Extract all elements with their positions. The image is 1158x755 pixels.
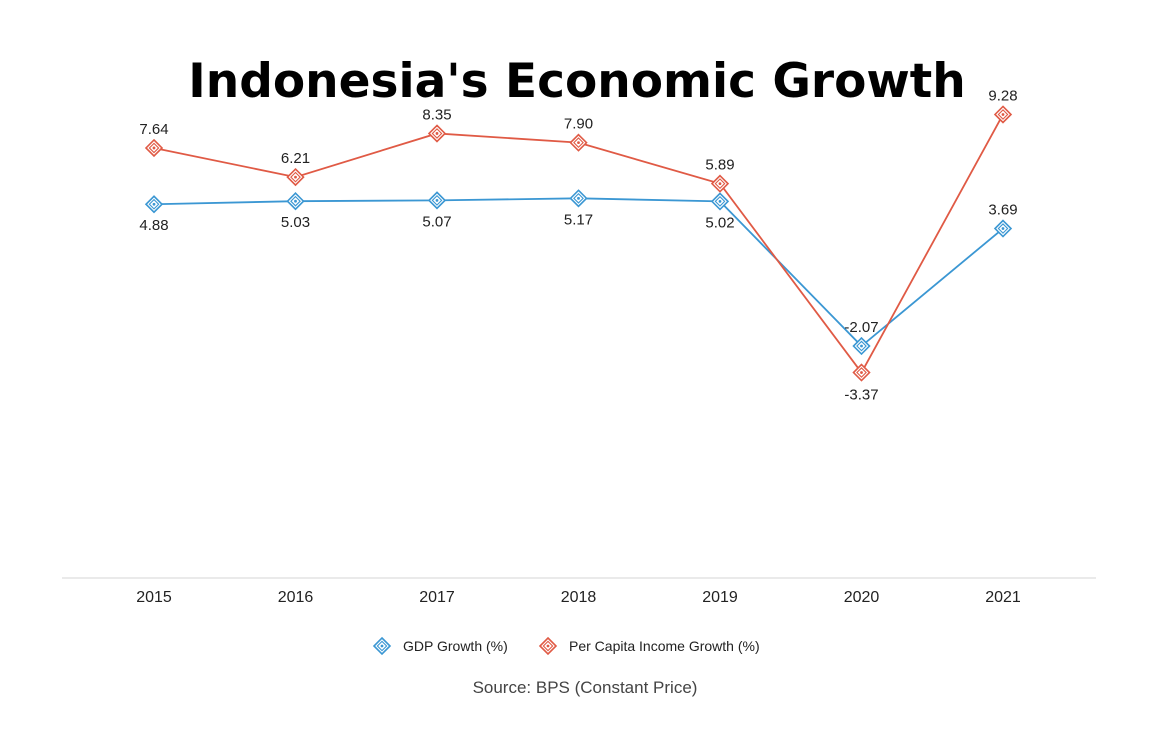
x-axis-tick-labels: 2015 2016 2017 2018 2019 2020 2021 [136, 589, 1021, 606]
data-point-gdp-2021 [993, 219, 1013, 238]
data-label-gdp-2020: -2.07 [844, 319, 878, 336]
data-label-gdp-2019: 5.02 [705, 214, 734, 231]
data-label-gdp-2016: 5.03 [281, 214, 310, 231]
data-label-gdp-2015: 4.88 [139, 217, 168, 234]
x-tick-label-2020: 2020 [844, 589, 880, 606]
x-tick-label-2015: 2015 [136, 589, 172, 606]
source-note: Source: BPS (Constant Price) [473, 678, 698, 697]
legend-label: GDP Growth (%) [403, 638, 508, 654]
data-point-income-2019 [710, 174, 730, 193]
data-point-income-2020 [852, 363, 871, 382]
data-label-gdp-2017: 5.07 [422, 213, 451, 230]
data-point-income-2015 [144, 138, 164, 158]
data-labels: 4.88 5.03 5.07 5.17 5.02 -2.07 3.69 7.64 6.21 8.3… [139, 87, 1017, 403]
x-tick-label-2018: 2018 [561, 589, 597, 606]
plot-area: 2015 2016 2017 2018 2019 2020 2021 4.88 5.03 5.0… [62, 87, 1096, 606]
data-point-gdp-2019 [710, 192, 730, 211]
legend-item-gdp-growth[interactable]: GDP Growth (%) [372, 636, 508, 656]
legend: GDP Growth (%) Per Capita Income Growth (… [372, 636, 760, 656]
data-label-gdp-2018: 5.17 [564, 211, 593, 228]
chart-title: Indonesia's Economic Growth [188, 54, 965, 109]
legend-diamond-icon [372, 636, 392, 656]
x-tick-label-2021: 2021 [985, 589, 1021, 606]
data-point-gdp-2015 [144, 195, 164, 214]
data-label-income-2020: -3.37 [844, 387, 878, 404]
data-label-income-2021: 9.28 [988, 87, 1017, 104]
data-point-gdp-2018 [569, 189, 588, 208]
data-point-income-2017 [427, 124, 447, 143]
x-tick-label-2019: 2019 [702, 589, 738, 606]
legend-label: Per Capita Income Growth (%) [569, 638, 760, 654]
legend-diamond-icon [538, 636, 558, 656]
data-label-gdp-2021: 3.69 [988, 202, 1017, 219]
x-tick-label-2016: 2016 [278, 589, 314, 606]
data-label-income-2017: 8.35 [422, 106, 451, 123]
data-point-income-2021 [993, 105, 1013, 124]
data-point-gdp-2016 [286, 192, 305, 211]
data-label-income-2016: 6.21 [281, 150, 310, 167]
data-point-gdp-2017 [427, 191, 447, 210]
data-label-income-2015: 7.64 [139, 121, 168, 138]
data-point-income-2018 [569, 133, 588, 152]
data-label-income-2018: 7.90 [564, 116, 593, 133]
data-point-income-2016 [286, 167, 305, 187]
data-label-income-2019: 5.89 [705, 157, 734, 174]
data-point-gdp-2020 [852, 336, 871, 356]
series-markers [144, 105, 1013, 382]
x-tick-label-2017: 2017 [419, 589, 455, 606]
legend-item-per-capita-income-growth[interactable]: Per Capita Income Growth (%) [538, 636, 760, 656]
